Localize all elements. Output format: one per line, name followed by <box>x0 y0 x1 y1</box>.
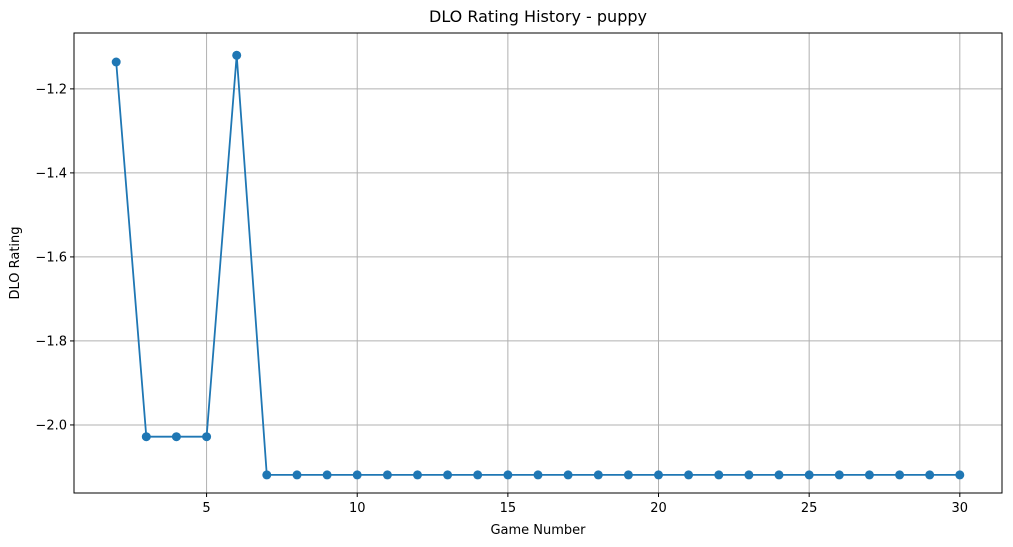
x-tick-label: 10 <box>349 501 366 516</box>
data-point <box>443 470 453 480</box>
x-tick-label: 15 <box>500 501 517 516</box>
x-tick-label: 30 <box>952 501 969 516</box>
data-point <box>684 470 694 480</box>
data-point <box>382 470 392 480</box>
data-point <box>473 470 483 480</box>
data-point <box>654 470 663 480</box>
y-tick-label: −1.2 <box>35 82 67 97</box>
data-point <box>322 470 332 480</box>
data-point <box>503 470 513 480</box>
y-axis: −1.2 −1.4 −1.6 −1.8 −2.0 <box>35 82 74 433</box>
data-point <box>202 432 212 442</box>
data-point <box>623 470 633 480</box>
data-point <box>714 470 724 480</box>
data-point <box>413 470 422 480</box>
data-point <box>593 470 603 480</box>
data-point <box>262 470 272 480</box>
y-tick-label: −1.4 <box>35 166 67 181</box>
data-point <box>925 470 935 480</box>
data-point <box>292 470 302 480</box>
chart-title: DLO Rating History - puppy <box>429 7 647 26</box>
data-point <box>864 470 874 480</box>
data-point <box>352 470 362 480</box>
x-tick-label: 20 <box>650 501 667 516</box>
data-point <box>834 470 844 480</box>
data-point <box>955 470 965 480</box>
plot-frame <box>73 32 1003 494</box>
data-point <box>804 470 814 480</box>
data-point <box>744 470 754 480</box>
grid <box>74 33 1002 493</box>
data-point <box>895 470 905 480</box>
data-point <box>171 432 181 442</box>
series-layer <box>111 50 965 480</box>
x-tick-label: 5 <box>202 501 210 516</box>
data-point <box>774 470 784 480</box>
data-point <box>141 432 151 442</box>
x-tick-label: 25 <box>801 501 818 516</box>
data-point <box>111 57 121 67</box>
data-point <box>533 470 543 480</box>
y-axis-label: DLO Rating <box>8 226 23 299</box>
y-tick-label: −1.8 <box>35 334 67 349</box>
y-tick-label: −1.6 <box>35 250 67 265</box>
y-tick-label: −2.0 <box>35 418 67 433</box>
x-axis-label: Game Number <box>490 523 586 538</box>
x-axis: 5 10 15 20 25 30 <box>202 493 968 516</box>
series-line <box>115 54 960 476</box>
data-point <box>563 470 573 480</box>
data-point <box>232 50 242 60</box>
